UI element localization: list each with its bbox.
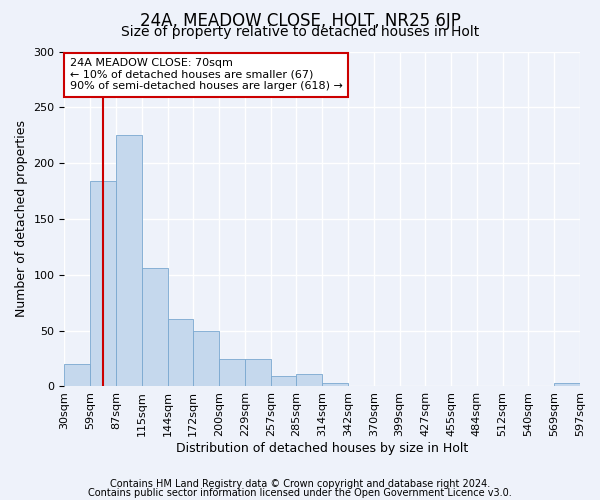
Bar [90, 181, 116, 386]
Text: Size of property relative to detached houses in Holt: Size of property relative to detached ho… [121, 25, 479, 39]
Text: 24A MEADOW CLOSE: 70sqm
← 10% of detached houses are smaller (67)
90% of semi-de: 24A MEADOW CLOSE: 70sqm ← 10% of detache… [70, 58, 343, 92]
X-axis label: Distribution of detached houses by size in Holt: Distribution of detached houses by size … [176, 442, 469, 455]
Text: Contains public sector information licensed under the Open Government Licence v3: Contains public sector information licen… [88, 488, 512, 498]
Bar [193, 330, 219, 386]
Text: 24A, MEADOW CLOSE, HOLT, NR25 6JP: 24A, MEADOW CLOSE, HOLT, NR25 6JP [140, 12, 460, 30]
Y-axis label: Number of detached properties: Number of detached properties [15, 120, 28, 318]
Bar [554, 383, 580, 386]
Bar [64, 364, 90, 386]
Bar [271, 376, 296, 386]
Bar [245, 358, 271, 386]
Bar [116, 135, 142, 386]
Bar [296, 374, 322, 386]
Text: Contains HM Land Registry data © Crown copyright and database right 2024.: Contains HM Land Registry data © Crown c… [110, 479, 490, 489]
Bar [219, 358, 245, 386]
Bar [322, 383, 348, 386]
Bar [142, 268, 167, 386]
Bar [167, 320, 193, 386]
